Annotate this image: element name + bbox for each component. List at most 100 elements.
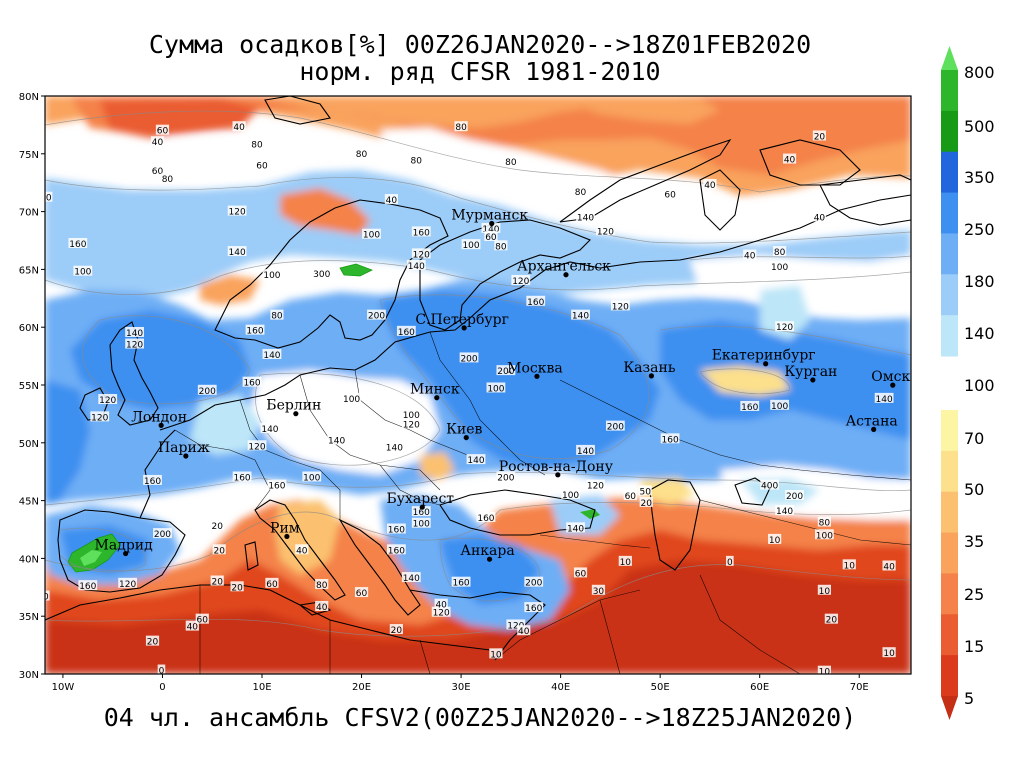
- contour-value-label: 140: [567, 524, 584, 534]
- colorbar-arrow-bottom: [941, 696, 958, 720]
- city-label: Киев: [446, 422, 482, 438]
- city-label: С.Петербург: [415, 312, 509, 328]
- contour-value-label: 20: [231, 583, 243, 593]
- contour-value-label: 80: [495, 242, 507, 252]
- contour-label-bg: [824, 613, 838, 624]
- contour-value-label: 120: [776, 323, 793, 333]
- contour-value-label: 20: [211, 522, 223, 532]
- contour-label-bg: [639, 496, 653, 507]
- contour-value-label: 40: [744, 252, 756, 262]
- lat-tick-label: 80N: [19, 92, 39, 103]
- contour-value-label: 200: [460, 354, 477, 364]
- colorbar-swatch: [941, 655, 958, 697]
- colorbar-label: 100: [964, 376, 995, 395]
- colorbar-swatch: [941, 614, 958, 656]
- contour-label-bg: [227, 246, 247, 257]
- contour-value-label: 160: [527, 298, 544, 308]
- contour-label-bg: [506, 619, 526, 630]
- lon-tick-label: 50E: [651, 682, 670, 693]
- city-marker: [284, 533, 290, 540]
- contour-label-bg: [461, 239, 481, 250]
- contour-value-label: 40: [704, 181, 716, 191]
- lat-tick-label: 50N: [19, 439, 39, 450]
- contour-value-label: 80: [271, 312, 283, 322]
- city-marker: [890, 382, 896, 388]
- contour-label-bg: [496, 365, 516, 376]
- contour-value-label: 400: [761, 482, 778, 492]
- colorbar-label: 350: [964, 168, 995, 187]
- contour-label-bg: [576, 444, 595, 455]
- contour-label-bg: [504, 155, 518, 166]
- contour-label-bg: [411, 248, 431, 259]
- lat-tick-label: 75N: [19, 150, 39, 161]
- contour-label-bg: [401, 572, 421, 583]
- contour-label-bg: [817, 584, 831, 595]
- contour-value-label: 40: [187, 623, 199, 633]
- contour-label-bg: [367, 309, 386, 320]
- contour-label-bg: [576, 211, 595, 222]
- contour-label-bg: [411, 517, 431, 528]
- heavy-precip-patches: [67, 263, 600, 573]
- contour-value-label: 80: [316, 581, 328, 591]
- contour-value-label: 100: [403, 411, 420, 421]
- contour-value-label: 60: [157, 127, 169, 137]
- contour-label-bg: [125, 338, 144, 349]
- contour-value-label: 20: [391, 626, 403, 636]
- contour-value-label: 160: [525, 604, 542, 614]
- contour-value-label: 120: [413, 250, 430, 260]
- lat-tick-label: 45N: [19, 497, 39, 508]
- city-label: Астана: [846, 413, 898, 429]
- contour-label-bg: [389, 624, 403, 635]
- lon-tick-label: 20E: [352, 682, 371, 693]
- contour-value-label: 40: [883, 562, 895, 572]
- contour-label-bg: [45, 590, 50, 601]
- contour-value-label: 160: [662, 435, 679, 445]
- contour-label-bg: [24, 506, 43, 516]
- colorbar-label: 250: [964, 220, 995, 239]
- contour-label-bg: [78, 580, 98, 591]
- contour-label-bg: [250, 138, 264, 149]
- latitude-axis: 80N 75N 70N 65N 60N 55N 50N 45N 40N 35N 30N: [19, 92, 45, 681]
- city-marker: [555, 472, 561, 478]
- contour-label-bg: [68, 237, 88, 248]
- city-label: Минск: [410, 382, 460, 398]
- contour-label-bg: [302, 471, 322, 482]
- contour-value-label: 100: [19, 107, 36, 117]
- city-label: Москва: [507, 360, 563, 376]
- contour-label-bg: [451, 576, 471, 587]
- contour-label-bg: [610, 300, 630, 311]
- contour-label-bg: [267, 479, 287, 490]
- contour-label-bg: [386, 523, 406, 534]
- contour-label-bg: [262, 269, 282, 280]
- contour-label-bg: [384, 441, 404, 452]
- city-label: Омск: [871, 369, 910, 385]
- contour-value-label: 200: [607, 423, 624, 433]
- lat-tick-label: 65N: [19, 265, 39, 276]
- contour-label-bg: [591, 584, 606, 595]
- contour-value-label: 140: [328, 436, 345, 446]
- contour-value-label: 200: [154, 530, 171, 540]
- lat-tick-label: 35N: [19, 612, 39, 623]
- lon-tick-label: 60E: [750, 682, 769, 693]
- contour-label-bg: [571, 309, 590, 320]
- contour-label-bg: [212, 544, 226, 555]
- city-marker: [763, 361, 769, 367]
- contour-label-bg: [315, 578, 329, 589]
- contour-label-bg: [454, 121, 468, 132]
- city-marker: [123, 550, 129, 557]
- contour-value-label: 100: [771, 402, 788, 412]
- contour-label-bg: [434, 598, 448, 609]
- contour-value-label: 200: [525, 579, 542, 589]
- contour-label-bg: [484, 231, 498, 242]
- contour-value-label: 140: [876, 395, 893, 405]
- contour-value-label: 80: [819, 519, 831, 529]
- contour-label-bg: [726, 555, 734, 566]
- city-marker: [461, 325, 467, 331]
- contour-value-label: 80: [411, 157, 423, 167]
- contour-label-bg: [882, 647, 896, 658]
- contour-label-bg: [315, 600, 329, 611]
- city-marker: [158, 422, 164, 428]
- contour-label-bg: [573, 185, 588, 196]
